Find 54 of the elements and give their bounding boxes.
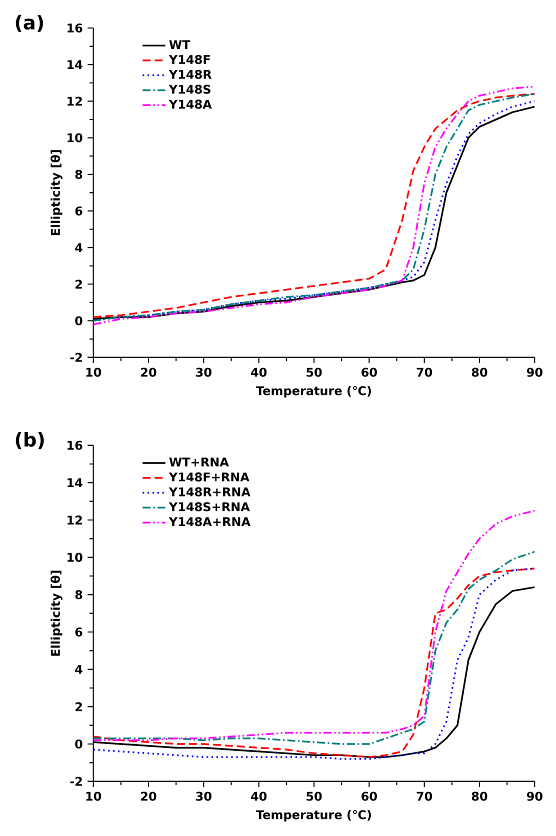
x-tick-label: 60 (362, 368, 377, 377)
y-axis-title: Ellipticity [θ] (50, 150, 62, 236)
legend-label: Y148F (168, 54, 210, 64)
y-tick-label: 12 (68, 516, 82, 524)
y-tick-label: 6 (75, 627, 82, 637)
legend-label: Y148S+RNA (168, 502, 250, 512)
x-tick-label: 10 (86, 792, 102, 801)
x-tick-label: 70 (416, 368, 432, 377)
x-tick-label: 90 (526, 792, 542, 801)
y-tick-label: 16 (68, 23, 82, 33)
y-tick-label: 0 (75, 739, 82, 749)
x-tick-label: 50 (306, 792, 322, 801)
legend-label: Y148R (168, 70, 212, 79)
x-axis-title: Temperature (℃) (256, 386, 371, 398)
legend-label: Y148R+RNA (168, 487, 250, 496)
y-tick-label: 10 (68, 552, 82, 562)
x-tick-label: 70 (416, 792, 432, 801)
x-tick-label: 40 (251, 792, 267, 801)
legend-label: Y148A (168, 100, 212, 109)
legend-label: Y148F+RNA (168, 472, 250, 482)
legend-label: WT+RNA (169, 458, 229, 466)
y-tick-label: -2 (70, 352, 82, 362)
y-tick-label: 8 (75, 170, 82, 179)
x-tick-label: 30 (196, 792, 212, 801)
chart-title: (a) (16, 14, 44, 32)
y-tick-label: 4 (75, 243, 82, 252)
x-tick-label: 80 (472, 792, 488, 801)
legend-label: WT (169, 40, 190, 49)
x-tick-label: 20 (141, 368, 156, 377)
x-tick-label: 10 (86, 368, 102, 377)
y-tick-label: 14 (68, 478, 82, 488)
x-tick-label: 80 (472, 368, 488, 377)
y-tick-label: -2 (70, 776, 82, 786)
legend-label: Y148A+RNA (168, 517, 250, 526)
y-tick-label: 2 (76, 702, 82, 712)
y-tick-label: 8 (75, 590, 82, 600)
y-tick-label: 14 (68, 60, 82, 69)
y-tick-label: 2 (76, 280, 82, 289)
x-tick-label: 30 (196, 368, 212, 377)
x-axis-title: Temperature (℃) (256, 810, 371, 822)
x-tick-label: 90 (526, 368, 542, 377)
x-tick-label: 60 (362, 792, 377, 801)
x-tick-label: 50 (306, 368, 322, 377)
y-tick-label: 6 (75, 206, 82, 216)
y-tick-label: 12 (68, 96, 82, 106)
y-tick-label: 10 (68, 133, 82, 142)
y-tick-label: 4 (75, 664, 82, 674)
x-tick-label: 40 (251, 368, 267, 377)
y-axis-title: Ellipticity [θ] (50, 570, 62, 656)
legend-label: Y148S (168, 84, 210, 94)
y-tick-label: 16 (68, 440, 82, 450)
chart-title: (b) (16, 432, 44, 450)
x-tick-label: 20 (141, 792, 156, 801)
y-tick-label: 0 (75, 316, 82, 326)
